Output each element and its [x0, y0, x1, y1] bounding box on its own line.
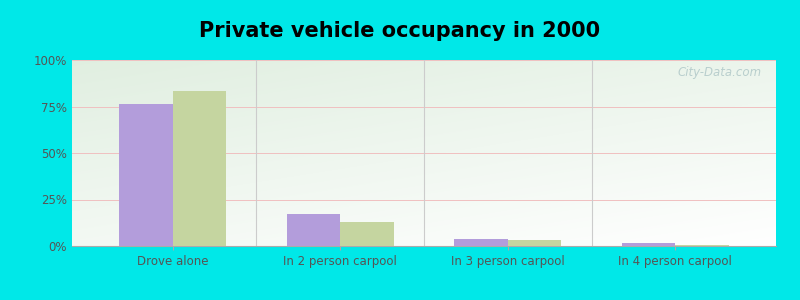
Bar — [508, 240, 562, 246]
Bar — [340, 222, 394, 246]
Bar — [675, 244, 729, 246]
Bar — [286, 214, 340, 246]
Bar — [454, 239, 508, 246]
Bar — [173, 91, 226, 246]
Bar — [119, 104, 173, 246]
Bar — [622, 243, 675, 246]
Text: Private vehicle occupancy in 2000: Private vehicle occupancy in 2000 — [199, 21, 601, 41]
Text: City-Data.com: City-Data.com — [678, 66, 762, 79]
